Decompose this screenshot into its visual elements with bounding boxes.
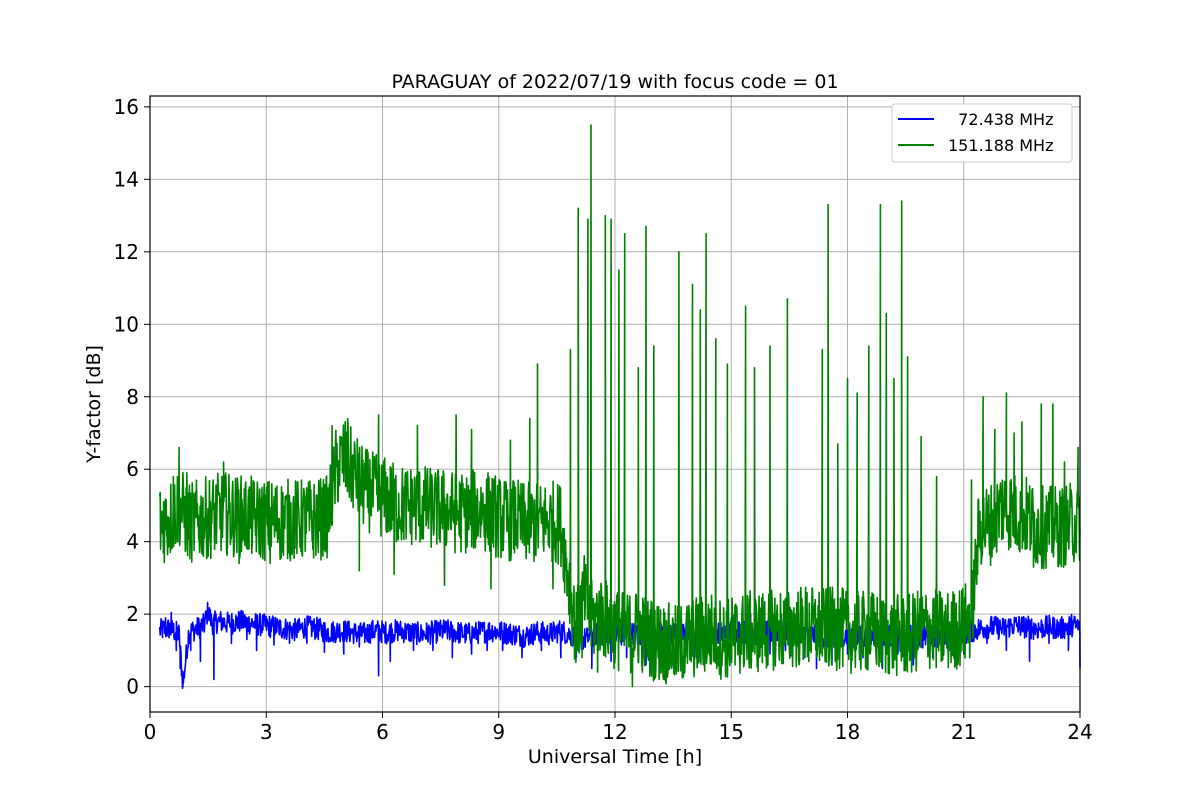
- y-tick-label-5: 10: [114, 312, 139, 336]
- x-tick-label-4: 12: [602, 720, 627, 744]
- x-tick-label-3: 9: [492, 720, 505, 744]
- x-tick-label-8: 24: [1067, 720, 1092, 744]
- x-tick-label-2: 6: [376, 720, 389, 744]
- series-line-2: [158, 124, 1081, 688]
- y-tick-label-1: 2: [126, 602, 139, 626]
- y-tick-label-6: 12: [114, 240, 139, 264]
- y-tick-label-8: 16: [114, 95, 139, 119]
- x-tick-label-0: 0: [144, 720, 157, 744]
- legend-box: [891, 103, 1073, 163]
- y-tick-label-0: 0: [126, 675, 139, 699]
- x-tick-label-7: 21: [951, 720, 976, 744]
- y-tick-label-3: 6: [126, 457, 139, 481]
- y-tick-label-4: 8: [126, 385, 139, 409]
- y-tick-label-2: 4: [126, 530, 139, 554]
- legend-label-series-2: 151.188 MHz: [948, 136, 1053, 155]
- plot-frame: [149, 95, 1081, 713]
- x-tick-label-5: 15: [719, 720, 744, 744]
- legend: 72.438 MHz 151.188 MHz: [891, 103, 1073, 163]
- x-tick-label-1: 3: [260, 720, 273, 744]
- x-tick-label-6: 18: [835, 720, 860, 744]
- series-lines: [158, 124, 1081, 689]
- chart-title: PARAGUAY of 2022/07/19 with focus code =…: [391, 71, 838, 93]
- y-tick-label-7: 14: [114, 167, 139, 191]
- y-axis-label: Y-factor [dB]: [83, 345, 105, 464]
- x-axis-label: Universal Time [h]: [528, 746, 702, 768]
- legend-label-series-1: 72.438 MHz: [948, 110, 1053, 129]
